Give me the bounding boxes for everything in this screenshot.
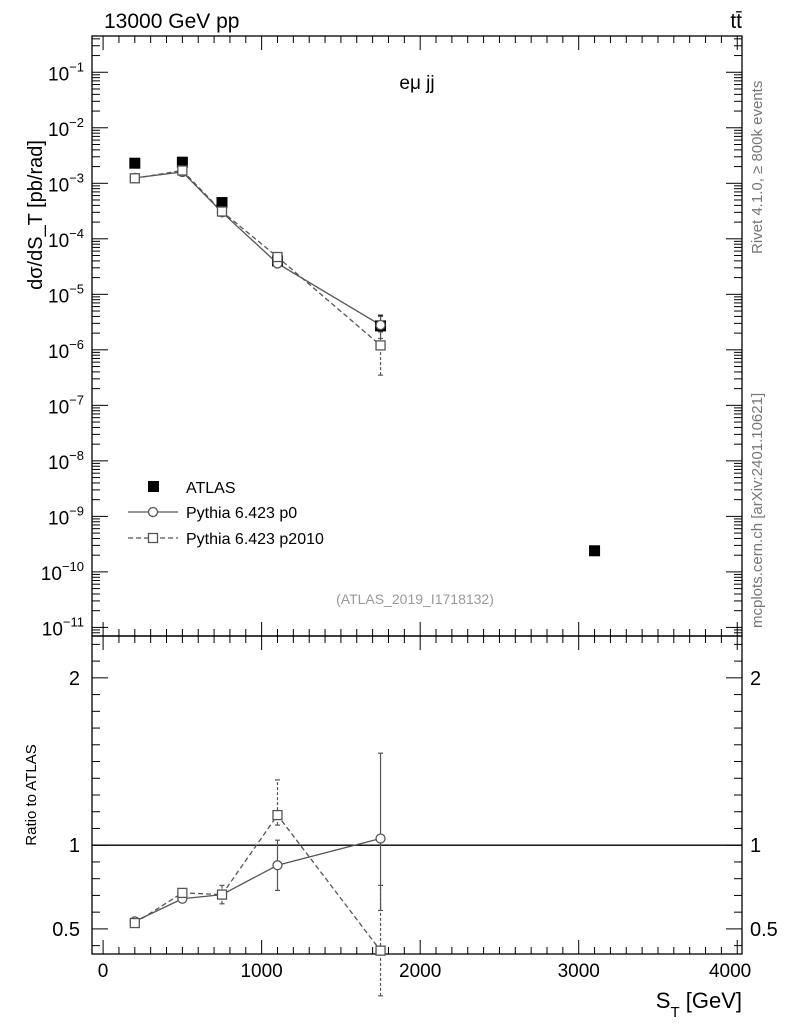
main-panel: 10−11 10−10 10−9 10−8 10−7 10−6 10−5 10−4 10−3 10…	[25, 35, 743, 640]
legend-p2010-label: Pythia 6.423 p2010	[186, 531, 324, 548]
ratio-y-tick-label-left: 0.5	[52, 919, 80, 941]
ratio-ticks	[92, 636, 742, 954]
ratio-point-p2010	[375, 945, 386, 956]
main-ticks	[92, 36, 742, 637]
ratio-y-tick-label-right: 0.5	[750, 919, 778, 941]
ratio-point-p2010	[216, 889, 228, 900]
main-y-tick-label: 10−10	[41, 559, 84, 585]
x-tick-label: 3000	[558, 961, 600, 982]
legend-p2010-marker	[147, 532, 159, 544]
ratio-frame	[91, 635, 743, 955]
main-y-tick-label: 10−7	[48, 392, 84, 418]
main-line-pythia-6-423-p0	[134, 171, 381, 326]
ratio-error-bars	[219, 752, 384, 997]
main-markers	[129, 156, 601, 557]
ratio-y-tick-label-right: 1	[750, 835, 761, 857]
ratio-y-axis-label: Ratio to ATLAS	[23, 744, 40, 845]
ratio-point-p2010	[272, 809, 283, 821]
main-y-tick-label: 10−11	[42, 614, 84, 640]
legend-atlas-label: ATLAS	[186, 480, 236, 497]
legend-item-p0: Pythia 6.423 p0	[128, 505, 297, 522]
ratio-point-p2010	[177, 887, 188, 899]
main-point-p2010	[129, 173, 140, 184]
ratio-series-lines	[134, 813, 382, 952]
side-label-rivet: Rivet 4.1.0, ≥ 800k events	[749, 81, 766, 254]
main-point-p2010	[216, 206, 228, 217]
x-tick-label: 4000	[709, 961, 751, 982]
main-point-p0	[375, 319, 386, 331]
legend-p0-label: Pythia 6.423 p0	[186, 505, 297, 522]
legend-item-p2010: Pythia 6.423 p2010	[128, 531, 324, 548]
ratio-point-p0	[375, 833, 386, 844]
legend-atlas-marker	[148, 481, 159, 492]
main-line-pythia-6-423-p2010	[134, 169, 381, 346]
main-point-p2010	[177, 165, 188, 176]
channel-annotation: eμ jj	[399, 73, 434, 94]
ratio-y-tick-label-right: 2	[750, 668, 761, 690]
main-point-atlas	[129, 157, 141, 169]
main-y-tick-label: 10−2	[48, 115, 84, 141]
x-axis-label: ST [GeV]	[656, 988, 742, 1021]
ratio-panel: 0.5 0.5 1 1 2 2 0 1000 2000 3000 4000 Ratio to AT…	[23, 635, 778, 1021]
ratio-point-p0	[272, 860, 283, 871]
ratio-markers	[129, 809, 386, 956]
main-y-tick-label: 10−5	[48, 281, 84, 307]
x-tick-label: 0	[98, 961, 109, 982]
header-left: 13000 GeV pp	[104, 10, 239, 33]
side-label-mcplots: mcplots.cern.ch [arXiv:2401.10621]	[749, 393, 766, 628]
main-series-lines	[134, 169, 381, 346]
main-y-tick-label: 10−8	[48, 448, 84, 474]
ratio-point-p2010	[129, 917, 140, 929]
main-y-tick-label: 10−9	[48, 503, 84, 529]
legend-item-atlas: ATLAS	[148, 480, 236, 497]
legend: ATLAS Pythia 6.423 p0 Pythia 6.423 p2010	[128, 480, 324, 548]
main-point-atlas	[216, 197, 228, 209]
main-point-p2010	[272, 251, 283, 263]
ratio-line-pythia-6-423-p2010	[134, 813, 382, 952]
x-tick-label: 2000	[399, 961, 441, 982]
main-y-tick-label: 10−3	[48, 170, 84, 196]
main-point-p2010	[375, 340, 386, 351]
main-y-axis-label: dσ/dS_T [pb/rad]	[25, 140, 47, 290]
ratio-x-tick-labels: 0 1000 2000 3000 4000	[98, 961, 751, 982]
main-point-atlas	[589, 545, 601, 557]
main-y-tick-labels: 10−11 10−10 10−9 10−8 10−7 10−6 10−5 10−4 10−3 10…	[41, 59, 84, 640]
legend-p0-marker	[147, 506, 159, 518]
main-point-atlas	[176, 156, 188, 168]
x-tick-label: 1000	[240, 961, 282, 982]
ratio-line-pythia-6-423-p0	[134, 837, 381, 922]
ratio-y-tick-label-left: 1	[69, 835, 80, 857]
ratio-y-tick-label-left: 2	[69, 668, 80, 690]
main-y-tick-label: 10−1	[48, 59, 84, 85]
main-y-tick-label: 10−4	[48, 226, 84, 252]
analysis-watermark: (ATLAS_2019_I1718132)	[336, 591, 494, 607]
ratio-y-tick-labels: 0.5 0.5 1 1 2 2	[52, 668, 778, 941]
main-y-tick-label: 10−6	[48, 337, 84, 363]
header-right: tt̄	[730, 10, 742, 33]
